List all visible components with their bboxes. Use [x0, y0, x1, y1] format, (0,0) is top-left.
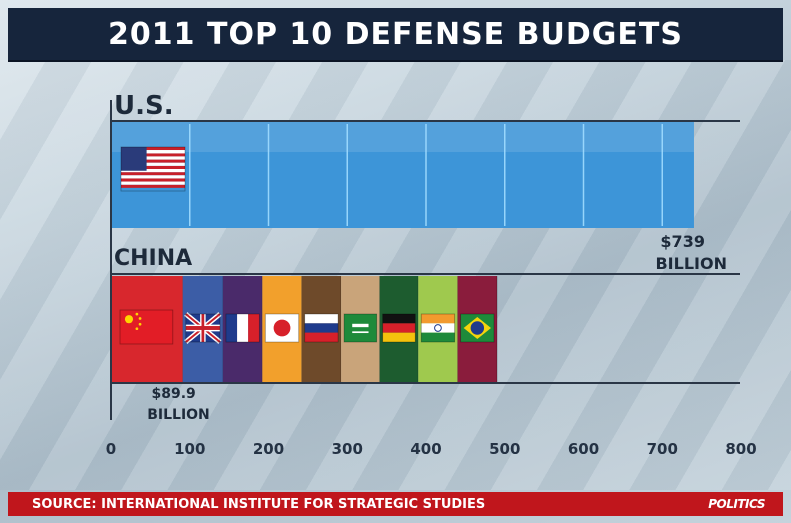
- france-flag: [225, 313, 260, 343]
- tick-label: 600: [568, 440, 599, 458]
- germany-flag: [382, 313, 416, 343]
- bar-us-highlight: [112, 122, 694, 152]
- tick-label: 0: [106, 440, 116, 458]
- tick-label: 500: [489, 440, 520, 458]
- value-label-china-unit: BILLION: [147, 407, 210, 423]
- bar-us: [112, 122, 694, 228]
- title-bar: 2011 TOP 10 DEFENSE BUDGETS: [8, 8, 783, 62]
- china-flag: [119, 309, 174, 345]
- tick-label: 400: [410, 440, 441, 458]
- india-flag: [420, 313, 456, 343]
- tick-label: 700: [647, 440, 678, 458]
- value-label-us-unit: BILLION: [655, 254, 726, 273]
- bar-label-china: CHINA: [114, 246, 192, 271]
- us-flag: [120, 146, 186, 192]
- japan-flag: [264, 313, 300, 343]
- uk-flag: [184, 312, 222, 344]
- tick-label: 800: [725, 440, 756, 458]
- network-logo: POLITICS: [708, 497, 765, 511]
- saudi-flag: [343, 313, 378, 343]
- source-text: SOURCE: INTERNATIONAL INSTITUTE FOR STRA…: [32, 496, 486, 512]
- tick-label: 200: [253, 440, 284, 458]
- bar-label-us: U.S.: [114, 91, 174, 121]
- tick-label: 100: [174, 440, 205, 458]
- source-bar: SOURCE: INTERNATIONAL INSTITUTE FOR STRA…: [8, 492, 783, 516]
- tick-label: 300: [332, 440, 363, 458]
- brazil-flag: [460, 313, 495, 343]
- value-label-us-amount: $739: [660, 232, 705, 251]
- chart-title: 2011 TOP 10 DEFENSE BUDGETS: [108, 16, 683, 52]
- value-label-china-amount: $89.9: [151, 386, 195, 402]
- russia-flag: [304, 313, 339, 343]
